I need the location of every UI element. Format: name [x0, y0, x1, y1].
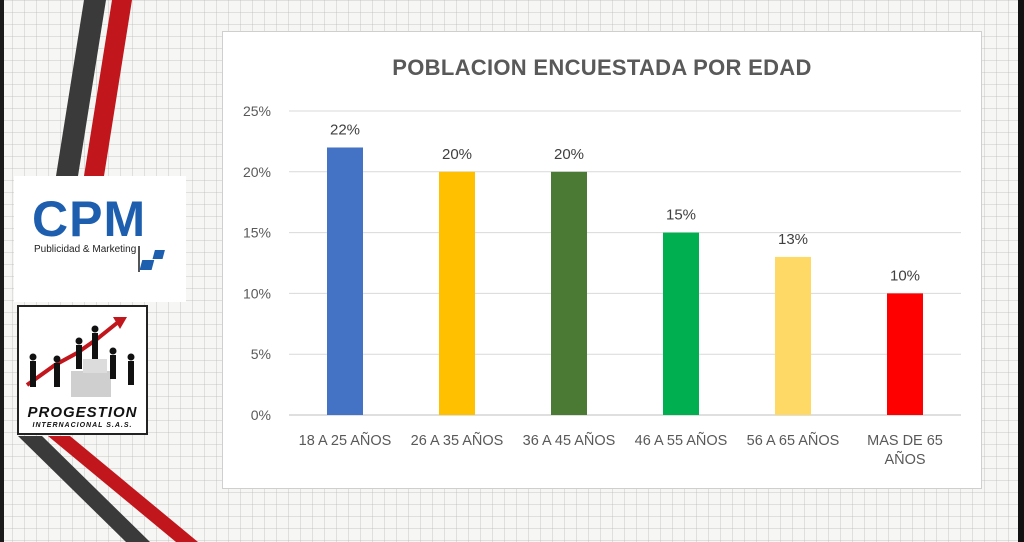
y-tick-label: 0% [251, 407, 271, 423]
data-label: 20% [554, 146, 584, 163]
stripe-red-top [84, 0, 132, 176]
data-label: 15% [666, 207, 696, 224]
x-tick-label: 26 A 35 AÑOS [411, 432, 504, 449]
data-label: 13% [778, 231, 808, 248]
progestion-logo-text: PROGESTION [27, 404, 138, 421]
business-growth-icon [25, 317, 135, 397]
y-tick-label: 5% [251, 346, 271, 362]
x-tick-label: 18 A 25 AÑOS [299, 432, 392, 449]
bar [663, 232, 699, 415]
bar [439, 171, 475, 415]
bar [551, 171, 587, 415]
bar-chart: 0% 5% 10% 15% 20% 25% 22% 18 A 25 AÑOS 20% 26 A 3… [243, 103, 961, 468]
decorative-stripes [18, 0, 198, 542]
stripe-dark-top [56, 0, 106, 176]
x-tick-label: 56 A 65 AÑOS [747, 432, 840, 449]
cpm-logo-tagline: Publicidad & Marketing [34, 244, 137, 255]
stripe-red-bottom [48, 436, 198, 542]
chart-title: POBLACION ENCUESTADA POR EDAD [392, 55, 812, 80]
right-edge-bar [1018, 0, 1024, 542]
data-label: 10% [890, 267, 920, 284]
y-tick-label: 10% [243, 285, 271, 301]
cpm-logo: CPM Publicidad & Marketing [14, 176, 186, 302]
x-tick-label: 46 A 55 AÑOS [635, 432, 728, 449]
progestion-logo-subtext: INTERNACIONAL S.A.S. [32, 422, 133, 429]
cpm-square-icon [138, 246, 165, 272]
x-tick-label: 36 A 45 AÑOS [523, 432, 616, 449]
y-tick-label: 20% [243, 164, 271, 180]
data-label: 20% [442, 146, 472, 163]
bar [327, 147, 363, 415]
chart-card: POBLACION ENCUESTADA POR EDAD 0% 5% 10% 15%… [222, 31, 982, 489]
progestion-logo: PROGESTION INTERNACIONAL S.A.S. [17, 305, 148, 435]
y-tick-label: 15% [243, 225, 271, 241]
left-edge-bar [0, 0, 4, 542]
stripe-dark-bottom [18, 436, 150, 542]
data-label: 22% [330, 121, 360, 138]
bar [887, 293, 923, 415]
y-tick-label: 25% [243, 103, 271, 119]
bar [775, 256, 811, 415]
x-tick-label: MAS DE 65 AÑOS [867, 433, 943, 468]
cpm-logo-text: CPM [32, 191, 147, 247]
